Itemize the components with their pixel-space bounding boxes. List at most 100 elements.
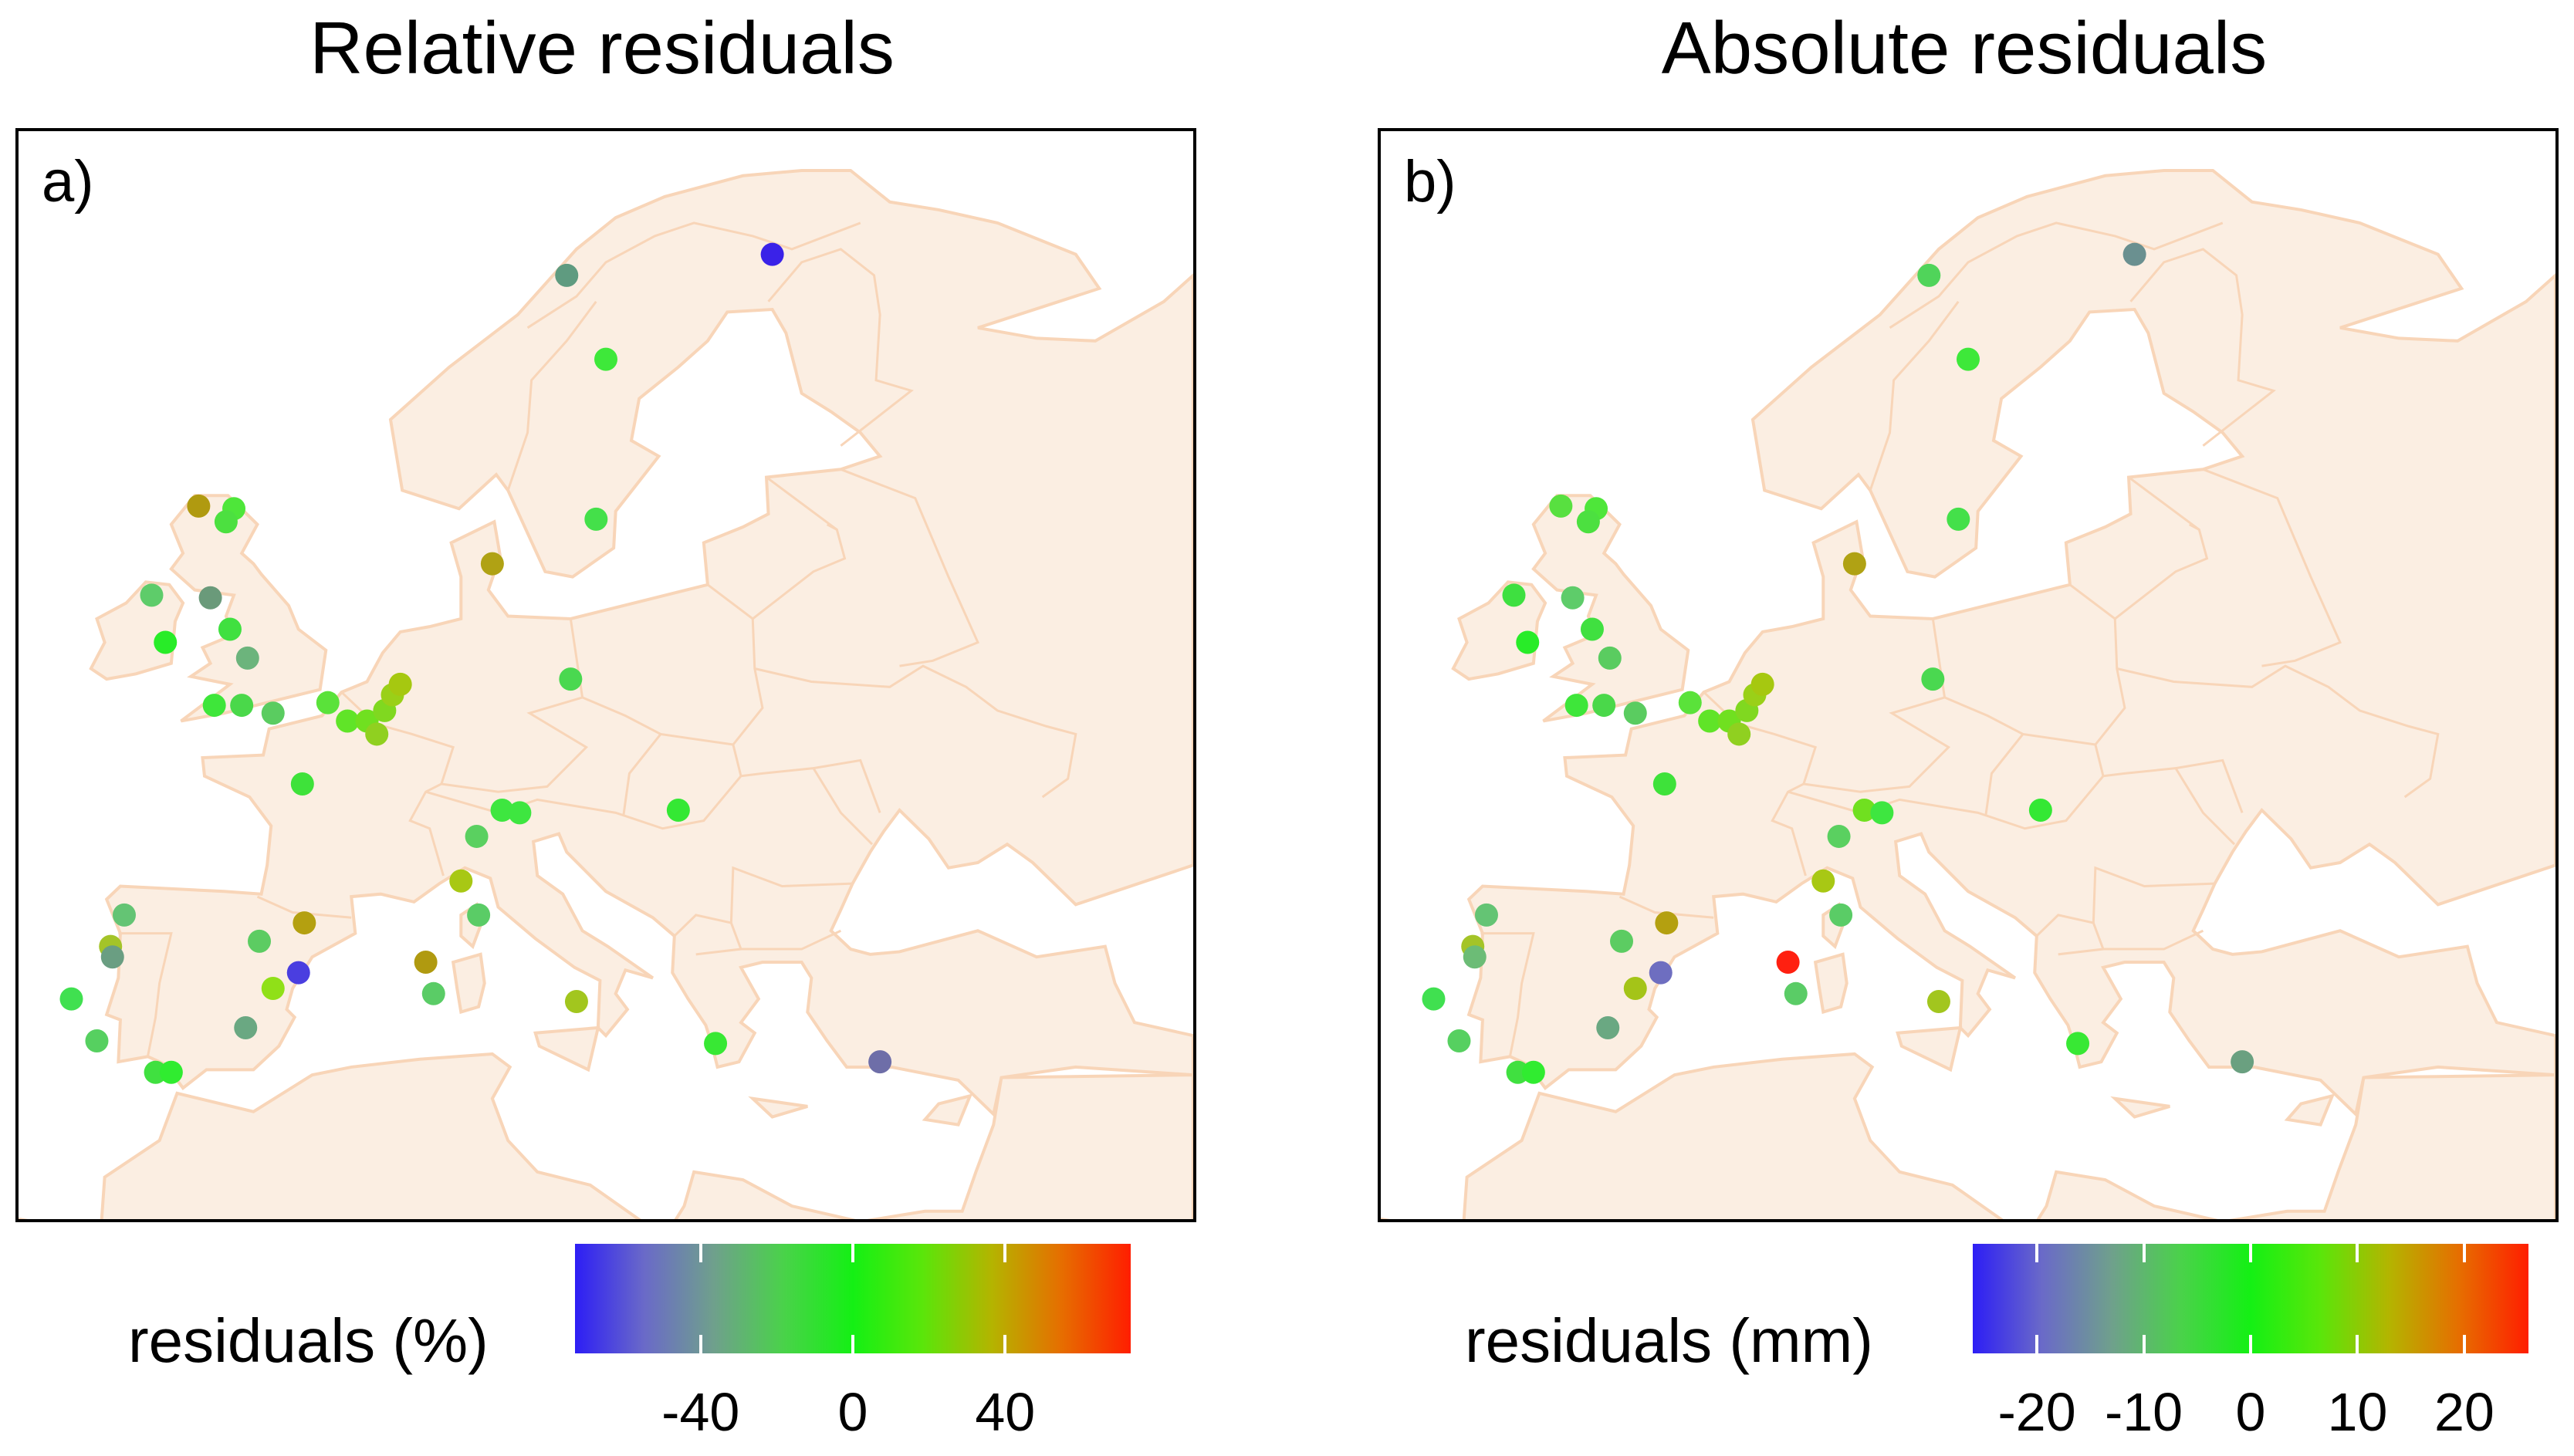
station-point — [414, 951, 438, 975]
station-point — [1750, 672, 1774, 696]
legend-tick-label: -40 — [661, 1382, 740, 1442]
station-point — [316, 691, 340, 714]
station-point — [1842, 552, 1866, 576]
legend-title: residuals (mm) — [1465, 1306, 1873, 1375]
station-point — [1610, 929, 1634, 953]
country-border — [1889, 221, 2224, 329]
station-point — [555, 263, 579, 287]
station-point — [1576, 510, 1600, 534]
country-border — [256, 895, 352, 919]
station-point — [286, 961, 310, 985]
station-point — [1957, 347, 1980, 371]
station-point — [1652, 772, 1676, 796]
country-border — [1869, 300, 1960, 491]
station-point — [467, 903, 491, 927]
legend-tick-mark — [2035, 1244, 2039, 1262]
station-point — [1623, 977, 1647, 1001]
legend-tick-mark — [851, 1335, 854, 1353]
country-border — [118, 932, 173, 1057]
station-point — [1474, 903, 1498, 927]
station-point — [449, 869, 473, 893]
country-border — [2175, 758, 2244, 813]
station-point — [230, 694, 254, 718]
legend-tick-mark — [2249, 1335, 2252, 1353]
legend-tick-mark — [1003, 1335, 1007, 1353]
station-point — [388, 672, 412, 696]
europe-map — [1381, 168, 2555, 1219]
station-point — [85, 1029, 109, 1052]
station-point — [59, 987, 83, 1011]
legend-tick-mark — [2356, 1335, 2359, 1353]
station-point — [1623, 701, 1647, 725]
station-point — [2066, 1032, 2090, 1056]
crete — [748, 1096, 808, 1119]
ireland — [1451, 580, 1547, 681]
station-point — [564, 990, 588, 1013]
station-point — [159, 1060, 183, 1084]
station-point — [1776, 951, 1800, 975]
europe-landmass — [104, 168, 1193, 1118]
station-point — [214, 510, 238, 534]
station-point — [218, 617, 242, 641]
station-point — [490, 798, 514, 822]
station-point — [365, 722, 389, 746]
station-point — [1521, 1060, 1545, 1084]
country-border — [581, 583, 764, 746]
europe-landmass — [1466, 168, 2555, 1118]
station-point — [1852, 798, 1876, 822]
country-border — [754, 664, 1077, 799]
station-point — [2231, 1050, 2254, 1074]
station-point — [2028, 798, 2052, 822]
station-point — [198, 586, 222, 610]
panel-title: Relative residuals — [309, 7, 895, 90]
station-point — [508, 801, 532, 825]
station-point — [140, 583, 164, 607]
station-point — [1422, 987, 1446, 1011]
station-point — [666, 798, 690, 822]
station-point — [234, 1015, 258, 1039]
station-point — [480, 552, 504, 576]
station-point — [1649, 961, 1673, 985]
station-point — [1827, 824, 1851, 848]
station-point — [1870, 801, 1894, 825]
sicily — [1896, 1025, 1963, 1073]
station-point — [235, 646, 259, 670]
station-point — [1592, 694, 1616, 718]
station-point — [1947, 507, 1970, 531]
station-point — [1678, 691, 1702, 714]
station-point — [1447, 1029, 1471, 1052]
country-border — [526, 221, 861, 329]
station-point — [1811, 869, 1835, 893]
legend-tick-label: 0 — [837, 1382, 868, 1442]
station-point — [248, 929, 272, 953]
ireland — [89, 580, 185, 681]
legend-tick-mark — [2142, 1335, 2146, 1353]
legend-tick-label: 20 — [2434, 1382, 2495, 1442]
country-border — [766, 476, 838, 531]
legend-tick-mark — [2462, 1335, 2466, 1353]
station-point — [1921, 667, 1945, 691]
sardinia — [1813, 952, 1848, 1015]
country-border — [2116, 664, 2440, 799]
station-point — [1727, 722, 1751, 746]
station-point — [559, 667, 583, 691]
station-point — [1549, 494, 1573, 518]
country-border — [767, 248, 914, 447]
europe-map — [19, 168, 1193, 1219]
legend-tick-mark — [2462, 1244, 2466, 1262]
legend-tick-label: 40 — [975, 1382, 1036, 1442]
station-point — [1561, 586, 1585, 610]
legend-tick-label: 10 — [2327, 1382, 2388, 1442]
legend-tick-mark — [2249, 1244, 2252, 1262]
station-point — [594, 347, 617, 371]
station-point — [290, 772, 314, 796]
station-point — [2122, 242, 2146, 266]
station-point — [704, 1032, 728, 1056]
station-point — [868, 1050, 892, 1074]
country-border — [506, 300, 597, 491]
panel-label: a) — [42, 149, 94, 215]
legend-tick-label: -20 — [1997, 1382, 2076, 1442]
station-point — [261, 977, 285, 1001]
station-point — [261, 701, 285, 725]
map-absolute-residuals: b) — [1378, 128, 2559, 1222]
